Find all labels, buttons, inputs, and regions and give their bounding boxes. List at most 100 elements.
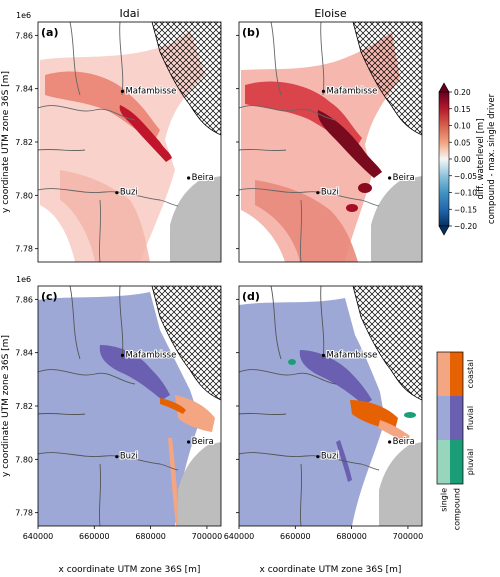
fluvial-single-area [38, 292, 200, 526]
pluvial-compound-spot [288, 359, 296, 365]
fluvial-compound-area [99, 345, 170, 400]
place-labels: Mafambisse Buzi Beira [316, 85, 416, 199]
place-marker [120, 89, 125, 93]
colorbar-extend-top [438, 82, 450, 93]
panel-a-title: Idai [119, 7, 139, 20]
hatched-area [151, 22, 221, 136]
legend-swatch-pluvial-single [437, 440, 450, 484]
place-labels: Mafambisse Buzi Beira [115, 349, 215, 463]
colorbar-tick-label: 0.15 [454, 105, 471, 114]
place-marker [187, 176, 191, 180]
rivers [38, 286, 179, 526]
legend-swatch-fluvial-single [437, 396, 450, 440]
legend-col-label: single [440, 488, 449, 512]
x-ticks: 640000 660000 680000 700000 [23, 526, 222, 541]
coastal-single-area [378, 420, 410, 442]
panel-b-title: Eloise [314, 7, 347, 20]
pluvial-compound-spot [404, 412, 416, 418]
panel-c-idai-drivers: (c) 1e6 y coordinate UTM zone 36S [m] x … [1, 275, 222, 575]
coastal-strip [168, 438, 180, 526]
place-label: Mafambisse [326, 350, 377, 360]
hatched-area [352, 22, 422, 136]
place-labels: Mafambisse Buzi Beira [115, 85, 215, 199]
place-label: Mafambisse [125, 350, 176, 360]
colorbar-ticks: 0.20 0.15 0.10 0.05 0.00 −0.05 −0.10 −0.15 −0.20 [449, 88, 477, 231]
colorbar-extend-bottom [438, 225, 450, 236]
hatched-area [151, 286, 221, 401]
y-ticks [236, 298, 239, 514]
ocean-mask [170, 176, 221, 262]
x-tick-label: 640000 [224, 532, 255, 541]
x-tick-label: 640000 [23, 532, 54, 541]
legend-row-label: fluvial [466, 406, 475, 430]
inundation-diff-strong [317, 110, 382, 178]
inundation-diff-south [255, 180, 358, 262]
y-tick-label: 7.84 [15, 349, 33, 358]
x-tick-label: 700000 [192, 532, 223, 541]
place-marker [120, 353, 125, 357]
y-axis-label: y coordinate UTM zone 36S [m] [1, 335, 11, 477]
y-offset-label: 1e6 [16, 11, 31, 20]
place-marker [388, 440, 392, 444]
panel-d-label: (d) [242, 290, 260, 303]
rivers [239, 22, 380, 262]
place-label: Buzi [120, 188, 138, 198]
colorbar-tick-label: 0.05 [454, 138, 471, 147]
inundation-diff-hotspot [358, 183, 372, 193]
panel-b-map [239, 22, 422, 262]
inundation-diff-south [60, 170, 150, 262]
colorbar: 0.20 0.15 0.10 0.05 0.00 −0.05 −0.10 −0.15 −0.20… [438, 82, 497, 236]
colorbar-tick-label: −0.15 [454, 205, 477, 214]
colorbar-tick-label: −0.05 [454, 172, 477, 181]
place-marker [388, 176, 392, 180]
fluvial-compound-area [299, 350, 372, 405]
x-tick-label: 660000 [280, 532, 311, 541]
legend-col-label: compound [453, 488, 462, 530]
legend-row-label: coastal [466, 360, 475, 389]
x-tick-label: 680000 [135, 532, 166, 541]
panel-a-map [38, 22, 221, 262]
place-marker [115, 191, 119, 195]
place-marker [187, 440, 191, 444]
x-tick-label: 700000 [393, 532, 424, 541]
place-label: Buzi [321, 188, 339, 198]
colorbar-label-2: compound - max. single driver [487, 93, 497, 224]
x-tick-label: 660000 [79, 532, 110, 541]
panel-b-label: (b) [242, 26, 260, 39]
y-axis-label: y coordinate UTM zone 36S [m] [1, 71, 11, 213]
driver-legend: coastal fluvial pluvial single compound [436, 351, 475, 530]
colorbar-tick-label: 0.20 [454, 88, 471, 97]
legend-swatch-coastal-compound [450, 352, 463, 396]
y-tick-label: 7.82 [15, 402, 33, 411]
x-ticks: 640000 660000 680000 700000 [224, 526, 423, 541]
y-tick-label: 7.78 [15, 509, 33, 518]
rivers [38, 22, 179, 262]
place-label: Buzi [321, 452, 339, 462]
x-tick-label: 680000 [336, 532, 367, 541]
coastal-compound-area [160, 398, 186, 414]
y-tick-label: 7.86 [15, 295, 33, 304]
place-label: Beira [393, 437, 415, 447]
ocean-mask [178, 442, 221, 526]
place-label: Mafambisse [326, 86, 377, 96]
panel-b-eloise: Eloise (b) Mafambisse Buzi Beira [236, 7, 497, 263]
x-axis-label: x coordinate UTM zone 36S [m] [260, 565, 402, 575]
colorbar-gradient [438, 91, 450, 227]
y-tick-label: 7.82 [15, 138, 33, 147]
coastal-single-area [175, 395, 215, 432]
place-label: Beira [192, 173, 214, 183]
legend-row-label: pluvial [466, 449, 475, 475]
x-axis-label: x coordinate UTM zone 36S [m] [59, 565, 201, 575]
panel-d-eloise-drivers: (d) x coordinate UTM zone 36S [m] 640000… [224, 285, 475, 575]
ocean-mask [371, 176, 422, 262]
place-marker [316, 191, 320, 195]
y-tick-label: 7.86 [15, 31, 33, 40]
y-tick-label: 7.80 [15, 191, 33, 200]
y-ticks: 7.78 7.80 7.82 7.84 7.86 [15, 295, 38, 518]
place-label: Beira [393, 173, 415, 183]
place-marker [115, 455, 119, 459]
panel-d-map [239, 286, 422, 526]
place-marker [321, 353, 326, 357]
colorbar-tick-label: 0.00 [454, 155, 471, 164]
